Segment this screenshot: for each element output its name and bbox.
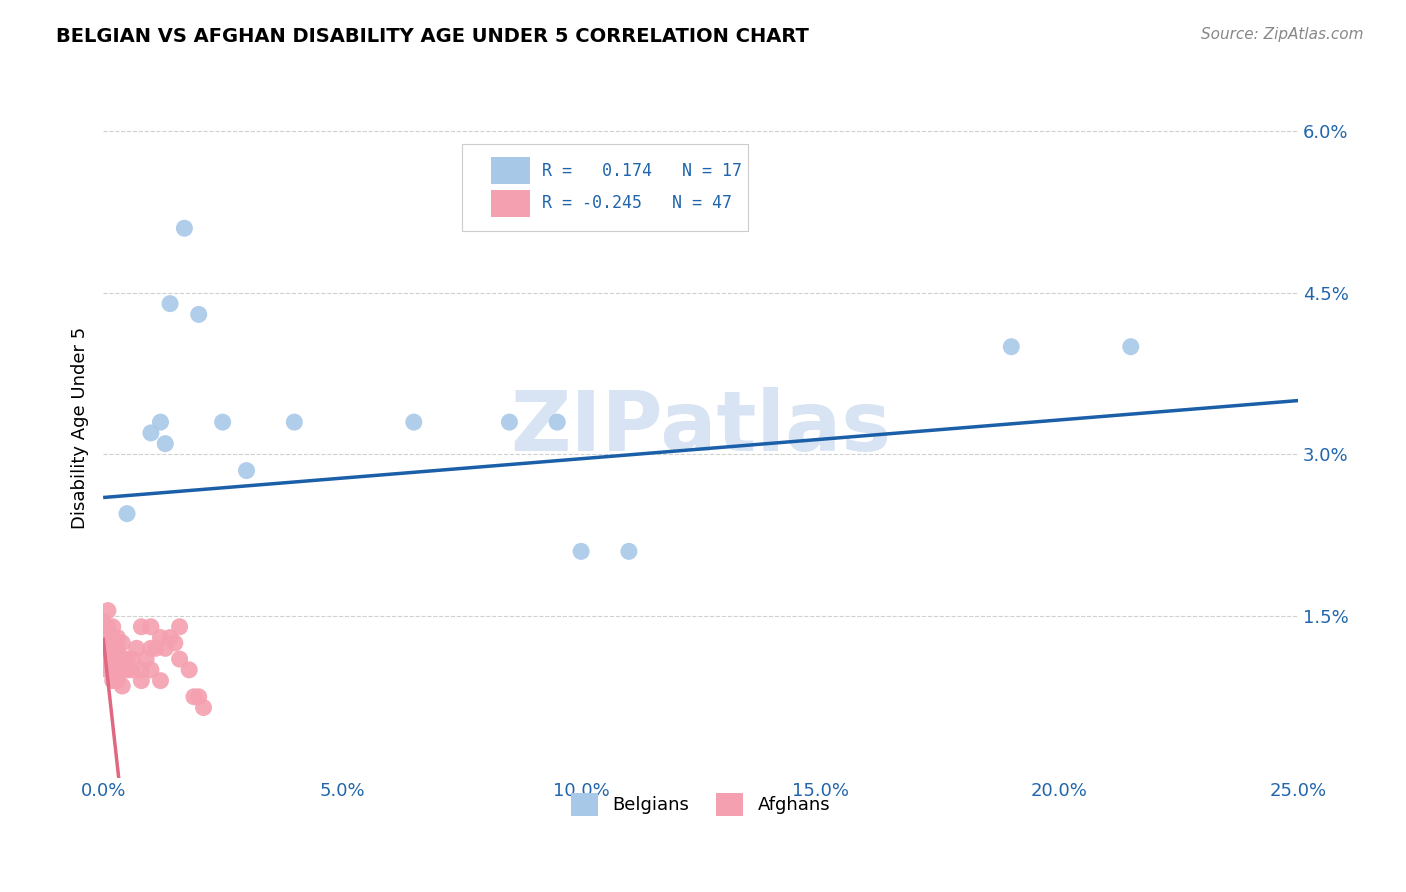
Text: R =   0.174   N = 17: R = 0.174 N = 17 [541,161,742,179]
Point [91,625,114,640]
Text: Source: ZipAtlas.com: Source: ZipAtlas.com [1201,27,1364,42]
Point [97,604,120,618]
Point [101,673,124,688]
Point [97,636,120,650]
Point [183,690,205,704]
FancyBboxPatch shape [492,157,530,184]
Point [131,620,153,634]
Point [402,415,425,429]
Point [125,641,148,656]
Point [91,641,114,656]
Point [155,641,177,656]
Point [101,631,124,645]
Text: ZIPatlas: ZIPatlas [510,387,891,468]
Point [498,415,520,429]
Point [139,663,162,677]
Y-axis label: Disability Age Under 5: Disability Age Under 5 [72,326,89,529]
Point [149,631,172,645]
Point [111,652,134,666]
Point [97,620,120,634]
Point [111,636,134,650]
Point [107,673,129,688]
Point [169,620,191,634]
Point [115,507,138,521]
Point [169,652,191,666]
Point [546,415,568,429]
Point [155,436,177,450]
Point [115,652,138,666]
Point [159,631,181,645]
Point [111,663,134,677]
FancyBboxPatch shape [492,190,530,217]
Point [101,647,124,661]
Point [121,652,143,666]
Point [173,221,195,235]
Point [139,620,162,634]
Point [115,663,138,677]
Point [107,652,129,666]
Point [131,663,153,677]
Point [211,415,233,429]
Point [135,652,157,666]
Point [145,641,167,656]
Text: BELGIAN VS AFGHAN DISABILITY AGE UNDER 5 CORRELATION CHART: BELGIAN VS AFGHAN DISABILITY AGE UNDER 5… [56,27,808,45]
Point [101,620,124,634]
Point [149,673,172,688]
Point [139,425,162,440]
Point [569,544,592,558]
Point [121,663,143,677]
Point [101,641,124,656]
Point [97,652,120,666]
Text: R = -0.245   N = 47: R = -0.245 N = 47 [541,194,731,212]
Point [187,307,209,321]
Point [111,679,134,693]
Point [139,641,162,656]
Point [91,615,114,629]
Point [131,673,153,688]
FancyBboxPatch shape [461,144,748,231]
Point [159,296,181,310]
Point [283,415,305,429]
Point [163,636,186,650]
Point [187,690,209,704]
Point [149,415,172,429]
Point [101,663,124,677]
Point [1119,340,1142,354]
Point [97,663,120,677]
Point [179,663,201,677]
Point [193,700,215,714]
Point [617,544,640,558]
Point [107,641,129,656]
Point [107,663,129,677]
Point [107,631,129,645]
Legend: Belgians, Afghans: Belgians, Afghans [562,784,839,824]
Point [235,464,257,478]
Point [1000,340,1022,354]
